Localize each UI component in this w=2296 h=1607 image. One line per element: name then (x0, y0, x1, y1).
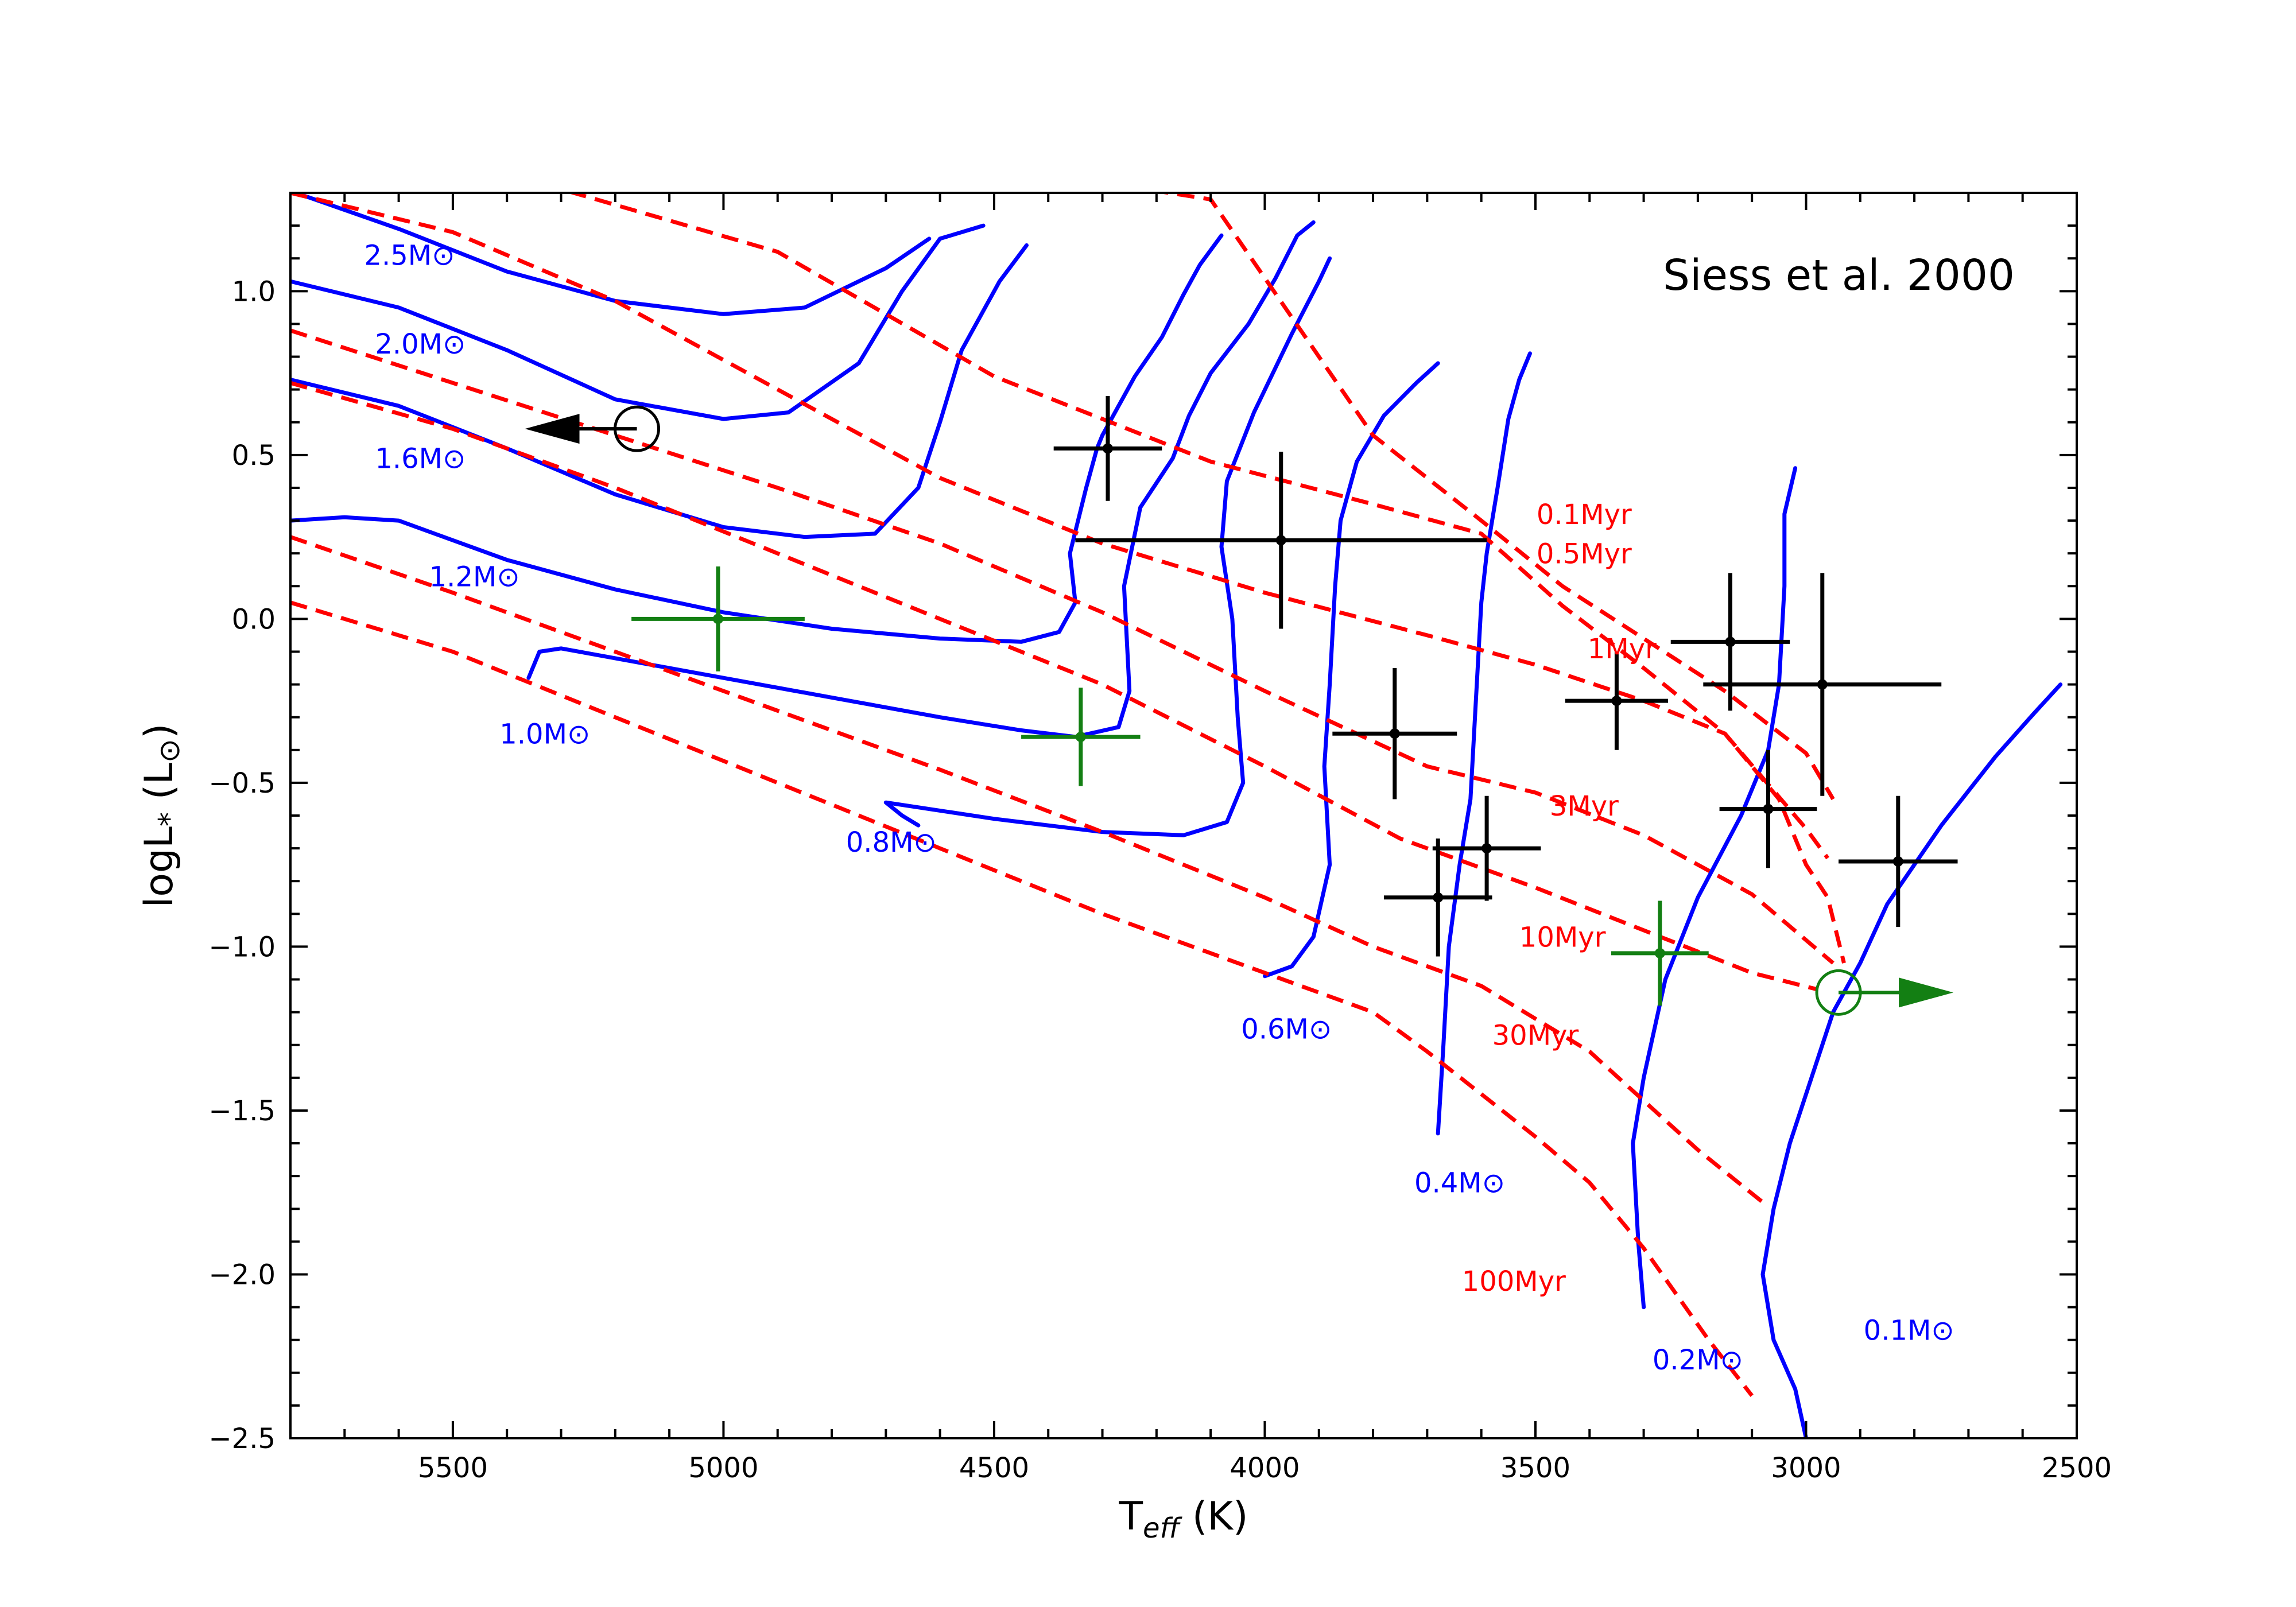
y-axis-label-unit: (L (137, 763, 182, 812)
isochrone-3Myr (290, 328, 1835, 965)
black-star-2 (1075, 452, 1487, 629)
black-star-4 (1432, 795, 1541, 901)
y-axis-label-main: logL (137, 826, 182, 908)
mass-label-0-8: 0.8M⊙ (846, 826, 937, 859)
x-tick-label-2500: 2500 (2042, 1452, 2112, 1484)
green-star-2-marker (1075, 731, 1086, 742)
black-star-4-marker (1481, 843, 1492, 854)
black-star-1-marker (1102, 443, 1113, 454)
y-tick-label-6: −2.0 (208, 1259, 276, 1291)
black-star-10-marker (1892, 856, 1903, 867)
y-tick-label-2: 0.0 (232, 603, 276, 635)
black-star-6 (1565, 651, 1669, 750)
y-tick-label-4: −1.0 (208, 931, 276, 963)
green-star-2 (1021, 688, 1141, 786)
green-upper-limit (1815, 969, 1954, 1016)
black-star-9 (1719, 750, 1817, 868)
isochrone-label-1Myr: 1Myr (1588, 633, 1657, 665)
green-star-3 (1611, 900, 1709, 1006)
mass-track-0-8 (883, 256, 1332, 837)
y-axis-label-close: ) (137, 723, 182, 739)
mass-label-2-5: 2.5M⊙ (364, 240, 455, 272)
annotation-siess: Siess et al. 2000 (1663, 251, 2015, 300)
mass-label-1-6: 1.6M⊙ (375, 443, 466, 475)
mass-label-0-6: 0.6M⊙ (1241, 1013, 1332, 1045)
isochrone-label-3Myr: 3Myr (1550, 790, 1619, 822)
x-axis-label-sub: eff (1143, 1512, 1183, 1544)
x-tick-label-4500: 4500 (959, 1452, 1029, 1484)
y-axis-label: logL* (L⊙) (137, 723, 186, 907)
black-lower-limit (525, 405, 661, 452)
mass-label-2-0: 2.0M⊙ (375, 328, 466, 360)
isochrone-label-100Myr: 100Myr (1462, 1266, 1566, 1298)
black-star-5 (1383, 838, 1492, 957)
green-upper-limit-arrowhead (1899, 977, 1954, 1008)
isochrone-label-0-5Myr: 0.5Myr (1537, 538, 1632, 570)
black-star-5-marker (1433, 892, 1444, 903)
black-star-7 (1670, 573, 1790, 711)
mass-label-1-2: 1.2M⊙ (429, 561, 520, 593)
isochrone-30Myr (290, 535, 1764, 1204)
mass-track-2-5 (293, 193, 932, 316)
x-tick-label-4000: 4000 (1230, 1452, 1300, 1484)
black-star-2-marker (1275, 535, 1286, 546)
isochrone-label-10Myr: 10Myr (1519, 921, 1606, 953)
x-tick-label-3500: 3500 (1500, 1452, 1570, 1484)
black-star-7-marker (1725, 636, 1736, 647)
green-star-3-marker (1654, 948, 1665, 958)
mass-label-0-4: 0.4M⊙ (1414, 1167, 1505, 1200)
x-axis-label-main: T (1119, 1494, 1143, 1539)
black-star-9-marker (1763, 804, 1774, 814)
x-axis-label-unit: (K) (1180, 1494, 1248, 1539)
mass-track-1-0 (526, 220, 1316, 739)
mass-track-0-6 (1263, 361, 1440, 979)
mass-label-0-2: 0.2M⊙ (1653, 1344, 1743, 1376)
black-star-1 (1053, 396, 1162, 501)
isochrone-0-1Myr (1155, 193, 1835, 801)
y-tick-label-3: −0.5 (208, 767, 276, 799)
isochrone-1Myr (290, 193, 1846, 964)
mass-label-0-1: 0.1M⊙ (1864, 1315, 1954, 1347)
isochrone-100Myr (290, 600, 1754, 1397)
y-axis-label-star: * (153, 812, 186, 826)
isochrone-0-5Myr (566, 193, 1830, 860)
isochrone-label-30Myr: 30Myr (1492, 1020, 1579, 1052)
isochrone-label-0-1Myr: 0.1Myr (1537, 499, 1632, 531)
green-star-1 (631, 566, 805, 671)
black-lower-limit-arrowhead (525, 414, 580, 444)
y-axis-label-sun: ⊙ (153, 739, 186, 763)
y-tick-label-5: −1.5 (208, 1095, 276, 1127)
x-tick-label-5000: 5000 (688, 1452, 758, 1484)
black-star-10 (1839, 795, 1958, 927)
x-tick-label-5500: 5500 (418, 1452, 488, 1484)
black-star-3 (1332, 668, 1457, 799)
mass-track-0-2 (1631, 466, 1798, 1310)
y-tick-label-1: 0.5 (232, 440, 276, 472)
mass-track-0-1 (1760, 682, 2063, 1438)
mass-label-1-0: 1.0M⊙ (499, 718, 590, 750)
green-star-1-marker (712, 614, 723, 624)
x-tick-label-3000: 3000 (1771, 1452, 1841, 1484)
black-star-8-marker (1817, 679, 1828, 690)
black-star-8 (1703, 573, 1942, 796)
black-star-3-marker (1389, 728, 1400, 739)
mass-track-2-0 (290, 223, 986, 421)
y-tick-label-0: 1.0 (232, 275, 276, 308)
black-star-6-marker (1611, 696, 1622, 707)
mass-track-0-4 (1436, 351, 1532, 1136)
x-axis-label: Teff (K) (1119, 1494, 1248, 1544)
y-tick-label-7: −2.5 (208, 1423, 276, 1455)
mass-track-1-2 (290, 233, 1224, 644)
mass-track-1-6 (290, 243, 1029, 539)
